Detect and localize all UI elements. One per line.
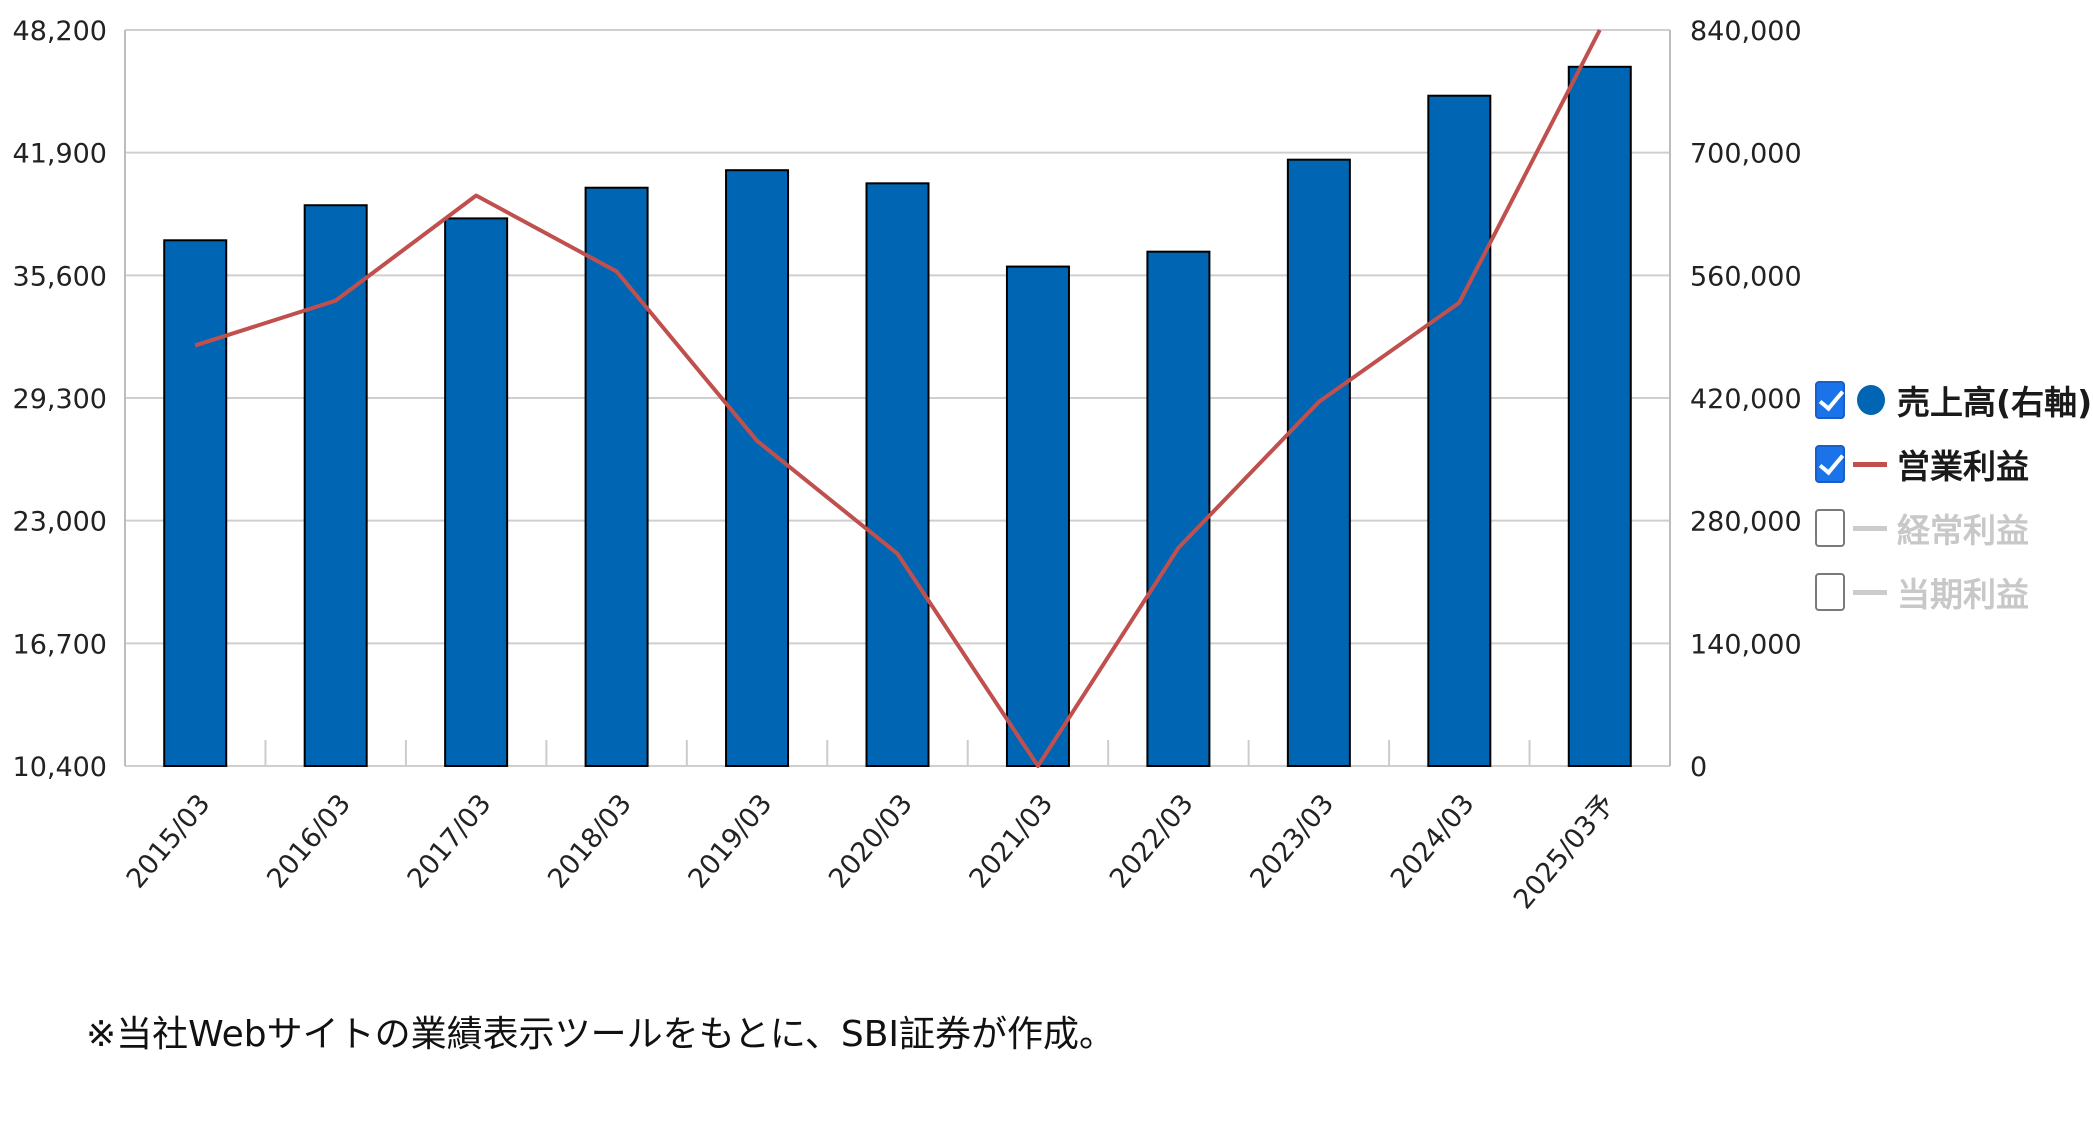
right-tick-label: 420,000	[1690, 384, 1802, 415]
checkbox-unchecked-icon[interactable]	[1815, 573, 1845, 611]
x-tick-label: 2017/03	[402, 789, 498, 895]
x-tick-label: 2019/03	[683, 789, 779, 895]
bar	[584, 186, 649, 767]
right-tick-label: 0	[1690, 752, 1707, 783]
right-tick-label: 140,000	[1690, 629, 1802, 660]
x-tick-label: 2018/03	[542, 789, 638, 895]
x-tick-label: 2022/03	[1104, 789, 1200, 895]
bar	[1427, 94, 1492, 767]
source-note: ※当社Webサイトの業績表示ツールをもとに、SBI証券が作成。	[86, 1014, 1116, 1055]
bar	[163, 239, 228, 768]
legend: 売上高(右軸) 営業利益 経常利益 当期利益	[1815, 368, 2092, 624]
x-tick-label: 2025/03予	[1508, 789, 1621, 916]
right-tick-label: 700,000	[1690, 139, 1802, 170]
legend-item-sales[interactable]: 売上高(右軸)	[1815, 368, 2092, 432]
legend-item-net-profit[interactable]: 当期利益	[1815, 560, 2085, 624]
bar	[444, 217, 509, 767]
x-tick-label: 2024/03	[1385, 789, 1481, 895]
legend-label: 当期利益	[1897, 575, 2029, 614]
right-axis-ticks: 840,000 700,000 560,000 420,000 280,000 140,0…	[1690, 16, 1802, 783]
legend-label: 売上高(右軸)	[1897, 383, 2093, 422]
checkbox-unchecked-icon[interactable]	[1815, 509, 1845, 547]
line-marker-icon	[1853, 577, 1887, 607]
line-marker-icon	[1853, 513, 1887, 543]
right-tick-label: 280,000	[1690, 507, 1802, 538]
checkbox-checked-icon[interactable]	[1815, 381, 1845, 419]
line-series	[194, 29, 1602, 768]
right-tick-label: 840,000	[1690, 16, 1802, 47]
operating-profit-line	[194, 29, 1602, 768]
left-tick-label: 29,300	[13, 384, 107, 415]
checkbox-checked-icon[interactable]	[1815, 445, 1845, 483]
x-tick-label: 2023/03	[1244, 789, 1340, 895]
axes	[124, 30, 1671, 766]
x-axis-ticks: 2015/03 2016/03 2017/03 2018/03 2019/03 2020/…	[121, 789, 1621, 916]
left-tick-label: 41,900	[13, 139, 107, 170]
legend-item-ordinary-profit[interactable]: 経常利益	[1815, 496, 2085, 560]
bar	[865, 182, 930, 768]
left-axis-ticks: 48,200 41,900 35,600 29,300 23,000 16,700 10,4…	[13, 16, 107, 783]
x-tick-label: 2021/03	[963, 789, 1059, 895]
bar-series	[163, 65, 1632, 768]
right-tick-label: 560,000	[1690, 261, 1802, 292]
legend-label: 経常利益	[1897, 511, 2029, 550]
legend-label: 営業利益	[1897, 447, 2029, 486]
bar	[303, 204, 368, 767]
circle-marker-icon	[1853, 385, 1887, 415]
left-tick-label: 16,700	[13, 629, 107, 660]
x-tick-label: 2016/03	[261, 789, 357, 895]
bar	[725, 169, 790, 767]
legend-item-operating-profit[interactable]: 営業利益	[1815, 432, 2085, 496]
bar	[1286, 158, 1351, 767]
left-tick-label: 48,200	[13, 16, 107, 47]
left-tick-label: 23,000	[13, 507, 107, 538]
bar	[1567, 65, 1632, 768]
x-tick-label: 2020/03	[823, 789, 919, 895]
left-tick-label: 35,600	[13, 261, 107, 292]
left-tick-label: 10,400	[13, 752, 107, 783]
x-tick-label: 2015/03	[121, 789, 217, 895]
bar	[1146, 250, 1211, 767]
line-marker-icon	[1853, 449, 1887, 479]
bar	[1005, 265, 1070, 767]
